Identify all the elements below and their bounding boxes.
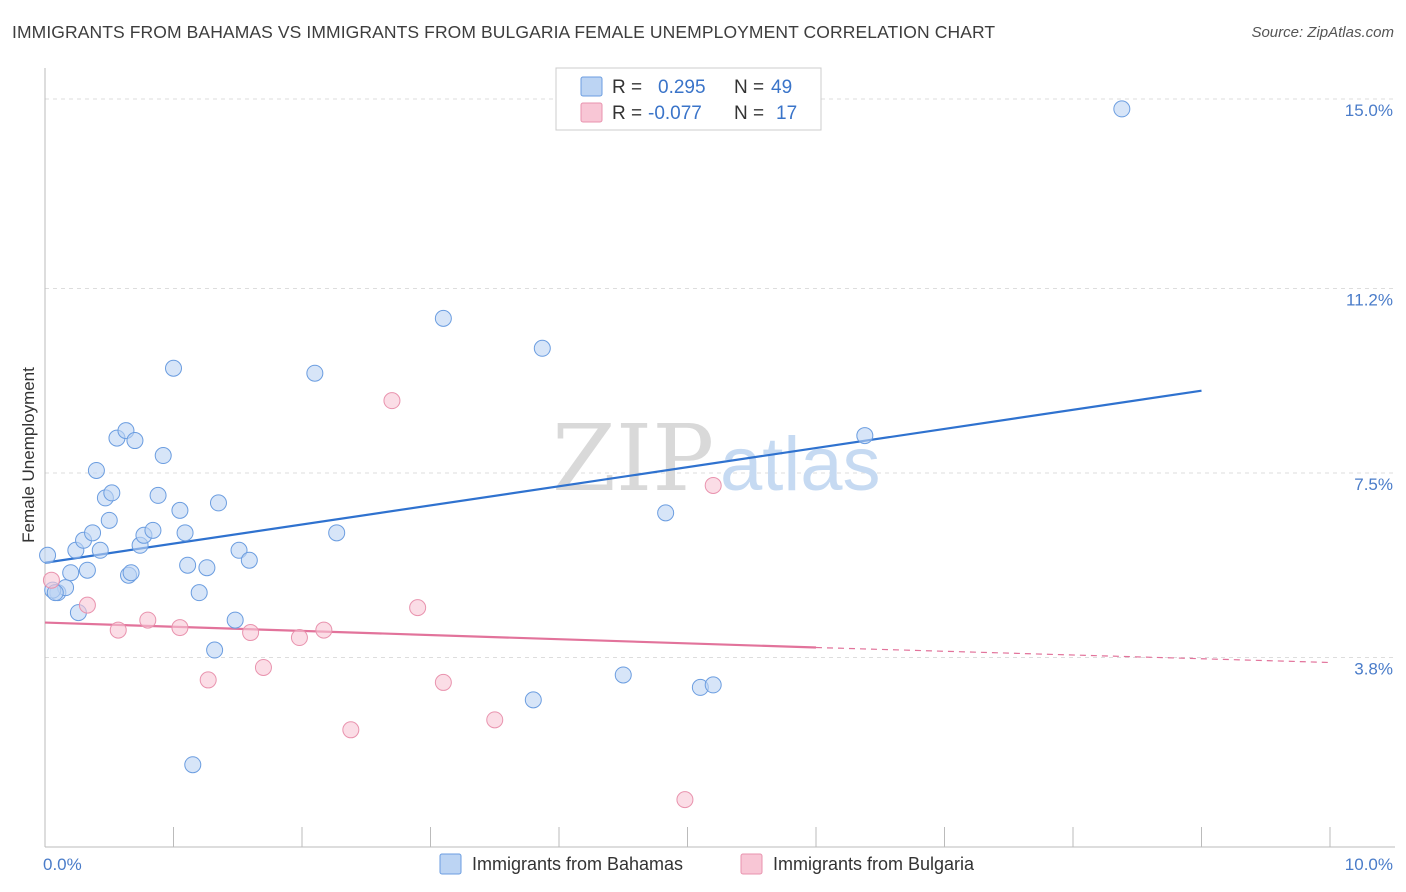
data-point-bulgaria bbox=[139, 611, 157, 629]
data-point-bahamas bbox=[209, 494, 227, 512]
data-point-bulgaria bbox=[42, 571, 60, 589]
data-point-bahamas bbox=[306, 364, 324, 382]
data-point-bahamas bbox=[91, 541, 109, 559]
data-point-bahamas bbox=[84, 524, 102, 542]
data-point-bulgaria bbox=[78, 596, 96, 614]
x-tick-labels: 0.0% 10.0% bbox=[43, 855, 1393, 874]
data-point-bahamas bbox=[62, 564, 80, 582]
watermark: ZIP atlas bbox=[552, 405, 881, 512]
data-point-bulgaria bbox=[199, 671, 217, 689]
data-point-bulgaria bbox=[676, 791, 694, 809]
data-point-bahamas bbox=[87, 461, 105, 479]
data-point-bulgaria bbox=[409, 599, 427, 617]
y-axis-label: Female Unemployment bbox=[19, 367, 38, 543]
y-tick-label: 3.8% bbox=[1354, 659, 1393, 678]
data-point-bulgaria bbox=[254, 658, 272, 676]
legend-swatch-bahamas bbox=[580, 76, 603, 97]
series-legend-swatch-bahamas bbox=[439, 853, 462, 875]
correlation-legend: R = 0.295 N = 49 R = -0.077 N = 17 bbox=[555, 67, 822, 131]
trend-line-bahamas bbox=[44, 389, 1202, 564]
data-point-bahamas bbox=[78, 561, 96, 579]
data-point-bahamas bbox=[533, 339, 551, 357]
legend-swatch-bulgaria bbox=[580, 102, 603, 123]
trend-line-bulgaria bbox=[44, 621, 817, 649]
data-point-bahamas bbox=[226, 611, 244, 629]
data-point-bahamas bbox=[100, 511, 118, 529]
y-tick-label: 15.0% bbox=[1345, 101, 1393, 120]
source-label: Source: ZipAtlas.com bbox=[1251, 24, 1394, 41]
data-point-bulgaria bbox=[434, 673, 452, 691]
data-points bbox=[39, 100, 1131, 809]
legend-r-value-bahamas: 0.295 bbox=[658, 77, 706, 98]
data-point-bahamas bbox=[176, 524, 194, 542]
legend-n-label-bulgaria: N = bbox=[734, 103, 764, 124]
data-point-bahamas bbox=[856, 427, 874, 445]
data-point-bulgaria bbox=[342, 721, 360, 739]
data-point-bulgaria bbox=[171, 619, 189, 637]
data-point-bahamas bbox=[179, 556, 197, 574]
data-point-bahamas bbox=[39, 546, 57, 564]
data-point-bahamas bbox=[154, 447, 172, 465]
data-point-bulgaria bbox=[486, 711, 504, 729]
legend-r-label-bahamas: R = bbox=[612, 77, 642, 98]
data-point-bahamas bbox=[1113, 100, 1131, 118]
data-point-bahamas bbox=[328, 524, 346, 542]
series-legend-label-bahamas: Immigrants from Bahamas bbox=[472, 854, 683, 874]
data-point-bahamas bbox=[206, 641, 224, 659]
data-point-bahamas bbox=[704, 676, 722, 694]
x-tick-label: 10.0% bbox=[1345, 855, 1393, 874]
data-point-bulgaria bbox=[383, 392, 401, 410]
data-point-bahamas bbox=[190, 584, 208, 602]
series-legend: Immigrants from Bahamas Immigrants from … bbox=[439, 853, 975, 875]
data-point-bahamas bbox=[149, 486, 167, 504]
data-point-bahamas bbox=[171, 501, 189, 519]
data-point-bahamas bbox=[126, 432, 144, 450]
axes bbox=[44, 68, 1395, 848]
data-point-bahamas bbox=[614, 666, 632, 684]
data-point-bahamas bbox=[144, 521, 162, 539]
series-legend-label-bulgaria: Immigrants from Bulgaria bbox=[773, 854, 975, 874]
series-legend-swatch-bulgaria bbox=[740, 853, 763, 875]
y-tick-labels: 3.8% 7.5% 11.2% 15.0% bbox=[1345, 101, 1393, 679]
data-point-bahamas bbox=[240, 551, 258, 569]
legend-n-value-bulgaria: 17 bbox=[776, 103, 797, 124]
data-point-bulgaria bbox=[704, 476, 722, 494]
data-point-bahamas bbox=[165, 359, 182, 377]
legend-n-value-bahamas: 49 bbox=[771, 77, 792, 98]
data-point-bahamas bbox=[122, 564, 140, 582]
y-tick-label: 11.2% bbox=[1346, 290, 1393, 309]
data-point-bahamas bbox=[198, 559, 216, 577]
trend-line-bulgaria-extension bbox=[815, 646, 1331, 664]
data-point-bahamas bbox=[524, 691, 542, 709]
y-tick-label: 7.5% bbox=[1354, 475, 1393, 494]
data-point-bulgaria bbox=[315, 621, 333, 639]
x-tick-label: 0.0% bbox=[43, 855, 82, 874]
data-point-bulgaria bbox=[290, 629, 308, 647]
legend-r-label-bulgaria: R = bbox=[612, 103, 642, 124]
data-point-bulgaria bbox=[109, 621, 127, 639]
data-point-bahamas bbox=[103, 484, 121, 502]
chart-title: IMMIGRANTS FROM BAHAMAS VS IMMIGRANTS FR… bbox=[12, 22, 996, 42]
legend-r-value-bulgaria: -0.077 bbox=[648, 103, 702, 124]
watermark-atlas: atlas bbox=[720, 422, 881, 507]
data-point-bahamas bbox=[434, 309, 452, 327]
data-point-bahamas bbox=[184, 756, 202, 774]
watermark-zip: ZIP bbox=[552, 405, 714, 512]
data-point-bahamas bbox=[657, 504, 675, 522]
grid-lines bbox=[45, 98, 1395, 658]
legend-n-label-bahamas: N = bbox=[734, 77, 764, 98]
data-point-bulgaria bbox=[242, 624, 260, 642]
data-point-bahamas bbox=[230, 541, 248, 559]
